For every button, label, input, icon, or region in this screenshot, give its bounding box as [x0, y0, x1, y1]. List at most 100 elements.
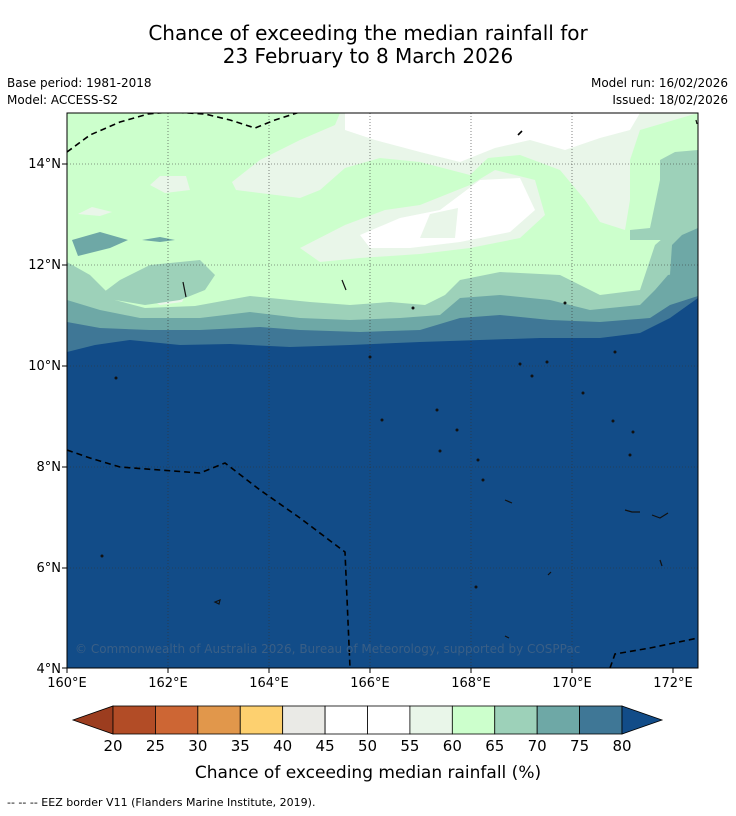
island: [100, 554, 104, 558]
colorbar-tick-label: 35: [231, 737, 250, 755]
island: [628, 453, 632, 457]
lon-label: 166°E: [350, 676, 390, 691]
colorbar-cell: [155, 705, 199, 735]
colorbar-tick-label: 20: [103, 737, 122, 755]
island: [213, 599, 221, 605]
colorbar-over-arrow: [621, 705, 664, 735]
island: [545, 360, 549, 364]
map-gridlines: [67, 113, 698, 668]
colorbar-cell: [197, 705, 241, 735]
island: [695, 119, 698, 125]
colorbar-tick-label: 25: [146, 737, 165, 755]
lon-label: 160°E: [47, 676, 87, 691]
island: [114, 376, 118, 380]
contour-55-island: [420, 208, 458, 238]
colorbar-tick-label: 40: [273, 737, 292, 755]
lon-label: 162°E: [148, 676, 188, 691]
island: [581, 391, 585, 395]
colorbar-tick-label: 50: [358, 737, 377, 755]
colorbar-cell: [367, 705, 411, 735]
island: [368, 355, 372, 359]
island: [611, 419, 615, 423]
eez-border-southeast: [609, 637, 698, 668]
colorbar-tick-label: 45: [316, 737, 335, 755]
eez-border-central: [67, 449, 351, 668]
map-frame: [66, 112, 699, 669]
colorbar-cell: [536, 705, 580, 735]
island: [411, 306, 415, 310]
lon-label: 164°E: [249, 676, 289, 691]
colorbar-cell: [282, 705, 326, 735]
island: [659, 559, 663, 567]
island: [547, 571, 552, 576]
eez-border-north: [67, 113, 300, 153]
title-line-1: Chance of exceeding the median rainfall …: [148, 21, 588, 45]
lat-label: 8°N: [37, 460, 62, 475]
colorbar-tick-label: 80: [612, 737, 631, 755]
colorbar-cell: [451, 705, 496, 735]
base-period: Base period: 1981-2018: [7, 76, 152, 90]
contour-patch-1: [150, 176, 190, 193]
rainfall-contour-map: [67, 113, 698, 668]
island: [481, 478, 485, 482]
title-line-2: 23 February to 8 March 2026: [222, 44, 514, 68]
island: [651, 512, 669, 519]
colorbar-cell: [239, 705, 284, 735]
colorbar-tick-label: 75: [570, 737, 589, 755]
islands: [100, 119, 698, 639]
island: [518, 362, 522, 366]
colorbar-cell: [409, 705, 453, 735]
island: [341, 279, 347, 291]
lat-label: 14°N: [28, 157, 61, 172]
colorbar-tick-label: 70: [528, 737, 547, 755]
island: [613, 350, 617, 354]
colorbar-tick-label: 65: [485, 737, 504, 755]
longitude-labels: 160°E 162°E 164°E 166°E 168°E 170°E 172°…: [47, 676, 693, 691]
contour-white-top: [345, 113, 640, 162]
contour-above-80: [67, 298, 698, 668]
eez-border-fragment: [517, 130, 523, 136]
colorbar-tick-label: 55: [400, 737, 419, 755]
island: [504, 635, 510, 639]
island: [476, 458, 480, 462]
colorbar-tick-labels: 20 25 30 35 40 45 50 55 60 65 70 75 80: [103, 737, 631, 755]
island: [438, 449, 442, 453]
contour-70-75-east: [670, 228, 698, 280]
colorbar-title: Chance of exceeding median rainfall (%): [195, 763, 541, 783]
island: [530, 374, 534, 378]
island: [624, 509, 640, 513]
contour-65-70-east: [630, 150, 698, 240]
colorbar-cells: [112, 705, 623, 735]
lon-label: 170°E: [552, 676, 592, 691]
island: [474, 585, 478, 589]
model-info: Base period: 1981-2018 Model: ACCESS-S2: [7, 75, 152, 109]
island: [435, 408, 439, 412]
copyright-notice: © Commonwealth of Australia 2026, Bureau…: [75, 642, 580, 656]
colorbar: 20 25 30 35 40 45 50 55 60 65 70 75 80 Chance of exc…: [71, 705, 664, 783]
colorbar-under-arrow: [71, 705, 114, 735]
contour-65-70-west: [100, 260, 215, 305]
lon-label: 168°E: [451, 676, 491, 691]
run-info: Model run: 16/02/2026 Issued: 18/02/2026: [591, 75, 728, 109]
island: [380, 418, 384, 422]
island: [504, 499, 513, 504]
lon-label: 172°E: [653, 676, 693, 691]
lat-label: 12°N: [28, 258, 61, 273]
issued-date: Issued: 18/02/2026: [612, 93, 728, 107]
island: [563, 301, 567, 305]
lat-label: 4°N: [37, 662, 62, 677]
island: [455, 428, 459, 432]
colorbar-cell: [494, 705, 538, 735]
colorbar-cell: [324, 705, 368, 735]
colorbar-tick-label: 30: [188, 737, 207, 755]
latitude-labels: 4°N 6°N 8°N 10°N 12°N 14°N: [28, 157, 61, 677]
island: [182, 281, 187, 298]
eez-borders: [67, 113, 698, 668]
colorbar-cell: [112, 705, 156, 735]
map-title: Chance of exceeding the median rainfall …: [0, 22, 736, 68]
colorbar-tick-label: 60: [443, 737, 462, 755]
contour-70-75-dot: [142, 237, 175, 242]
model-name: Model: ACCESS-S2: [7, 93, 119, 107]
axis-ticks: [62, 163, 674, 673]
